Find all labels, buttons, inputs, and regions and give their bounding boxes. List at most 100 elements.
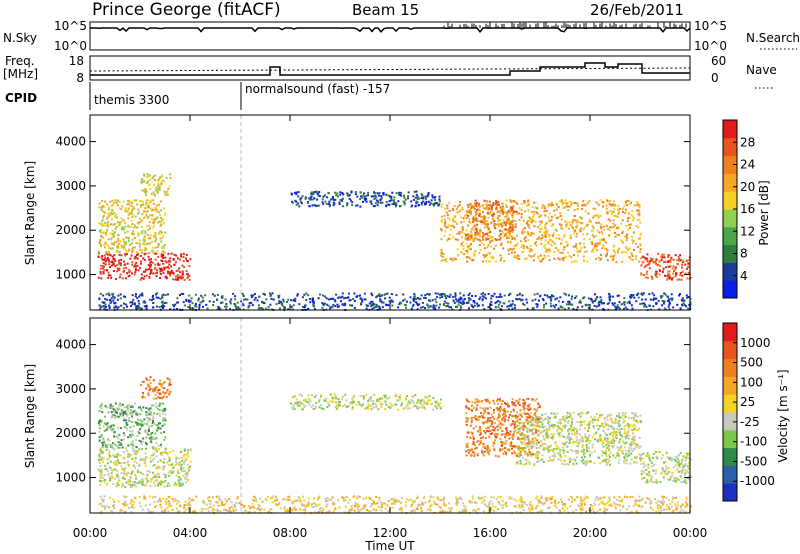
- echo-cell: [567, 307, 570, 310]
- echo-cell: [380, 294, 383, 297]
- echo-cell: [485, 254, 488, 257]
- echo-cell: [599, 238, 602, 241]
- echo-cell: [513, 247, 516, 250]
- echo-cell: [147, 242, 150, 245]
- echo-cell: [159, 273, 162, 275]
- echo-cell: [104, 479, 106, 481]
- colorbar-swatch: [723, 226, 737, 246]
- echo-cell: [152, 302, 155, 304]
- echo-cell: [431, 194, 434, 197]
- echo-cell: [153, 183, 155, 186]
- echo-cell: [105, 428, 108, 431]
- echo-cell: [164, 447, 167, 450]
- echo-cell: [137, 242, 140, 245]
- echo-cell: [113, 243, 116, 246]
- echo-cell: [126, 412, 129, 415]
- echo-cell: [381, 201, 384, 204]
- echo-cell: [168, 460, 171, 462]
- echo-cell: [186, 471, 189, 474]
- echo-cell: [525, 298, 528, 301]
- echo-cell: [98, 430, 101, 433]
- echo-cell: [104, 263, 107, 266]
- echo-cell: [133, 452, 136, 455]
- echo-cell: [100, 502, 103, 505]
- echo-cell: [493, 510, 496, 512]
- echo-cell: [152, 419, 154, 422]
- echo-cell: [672, 509, 675, 512]
- echo-cell: [399, 191, 402, 194]
- echo-cell: [472, 221, 474, 223]
- echo-cell: [617, 208, 620, 211]
- echo-cell: [505, 215, 508, 218]
- echo-cell: [531, 505, 534, 508]
- echo-cell: [596, 229, 599, 232]
- echo-cell: [497, 495, 500, 498]
- echo-cell: [162, 254, 165, 257]
- echo-cell: [139, 419, 142, 422]
- echo-cell: [460, 297, 463, 300]
- echo-cell: [545, 497, 548, 500]
- echo-cell: [127, 236, 130, 239]
- echo-cell: [252, 294, 255, 297]
- echo-cell: [139, 505, 142, 508]
- echo-cell: [487, 252, 490, 255]
- echo-cell: [131, 261, 134, 264]
- echo-cell: [101, 301, 104, 304]
- echo-cell: [147, 204, 150, 207]
- echo-cell: [363, 506, 366, 509]
- echo-cell: [301, 296, 304, 299]
- echo-cell: [563, 292, 566, 295]
- echo-cell: [155, 479, 158, 482]
- echo-cell: [667, 270, 670, 273]
- echo-cell: [156, 191, 159, 194]
- echo-cell: [426, 303, 429, 306]
- echo-cell: [100, 209, 103, 212]
- echo-cell: [129, 301, 132, 304]
- echo-cell: [106, 228, 109, 231]
- echo-cell: [169, 451, 172, 453]
- echo-cell: [159, 277, 161, 279]
- echo-cell: [593, 304, 596, 307]
- echo-cell: [126, 236, 129, 239]
- echo-cell: [508, 304, 511, 307]
- echo-cell: [121, 219, 124, 222]
- echo-cell: [579, 502, 582, 505]
- echo-cell: [571, 303, 574, 306]
- echo-cell: [316, 198, 319, 201]
- echo-cell: [341, 295, 344, 298]
- echo-cell: [179, 479, 182, 482]
- echo-cell: [177, 500, 180, 503]
- echo-cell: [347, 501, 350, 504]
- echo-cell: [597, 216, 600, 219]
- echo-cell: [631, 239, 634, 242]
- echo-cell: [601, 232, 604, 235]
- echo-cell: [460, 216, 462, 219]
- echo-cell: [649, 304, 651, 307]
- echo-cell: [115, 485, 118, 488]
- echo-cell: [548, 220, 551, 223]
- echo-cell: [524, 258, 526, 261]
- echo-cell: [673, 270, 675, 272]
- echo-cell: [353, 292, 356, 295]
- echo-cell: [575, 243, 578, 245]
- echo-cell: [455, 300, 458, 303]
- echo-cell: [119, 264, 122, 267]
- echo-cell: [629, 296, 632, 299]
- echo-cell: [309, 196, 312, 199]
- echo-cell: [468, 500, 471, 503]
- echo-cell: [161, 412, 164, 415]
- echo-cell: [167, 252, 170, 255]
- echo-cell: [612, 222, 615, 225]
- echo-cell: [158, 409, 161, 411]
- echo-cell: [520, 202, 523, 205]
- echo-cell: [397, 306, 400, 309]
- echo-cell: [159, 200, 162, 203]
- echo-cell: [110, 300, 113, 303]
- echo-cell: [141, 396, 144, 399]
- echo-cell: [303, 499, 306, 502]
- echo-cell: [640, 273, 643, 276]
- echo-cell: [184, 508, 187, 511]
- echo-cell: [526, 231, 529, 234]
- echo-cell: [360, 303, 362, 306]
